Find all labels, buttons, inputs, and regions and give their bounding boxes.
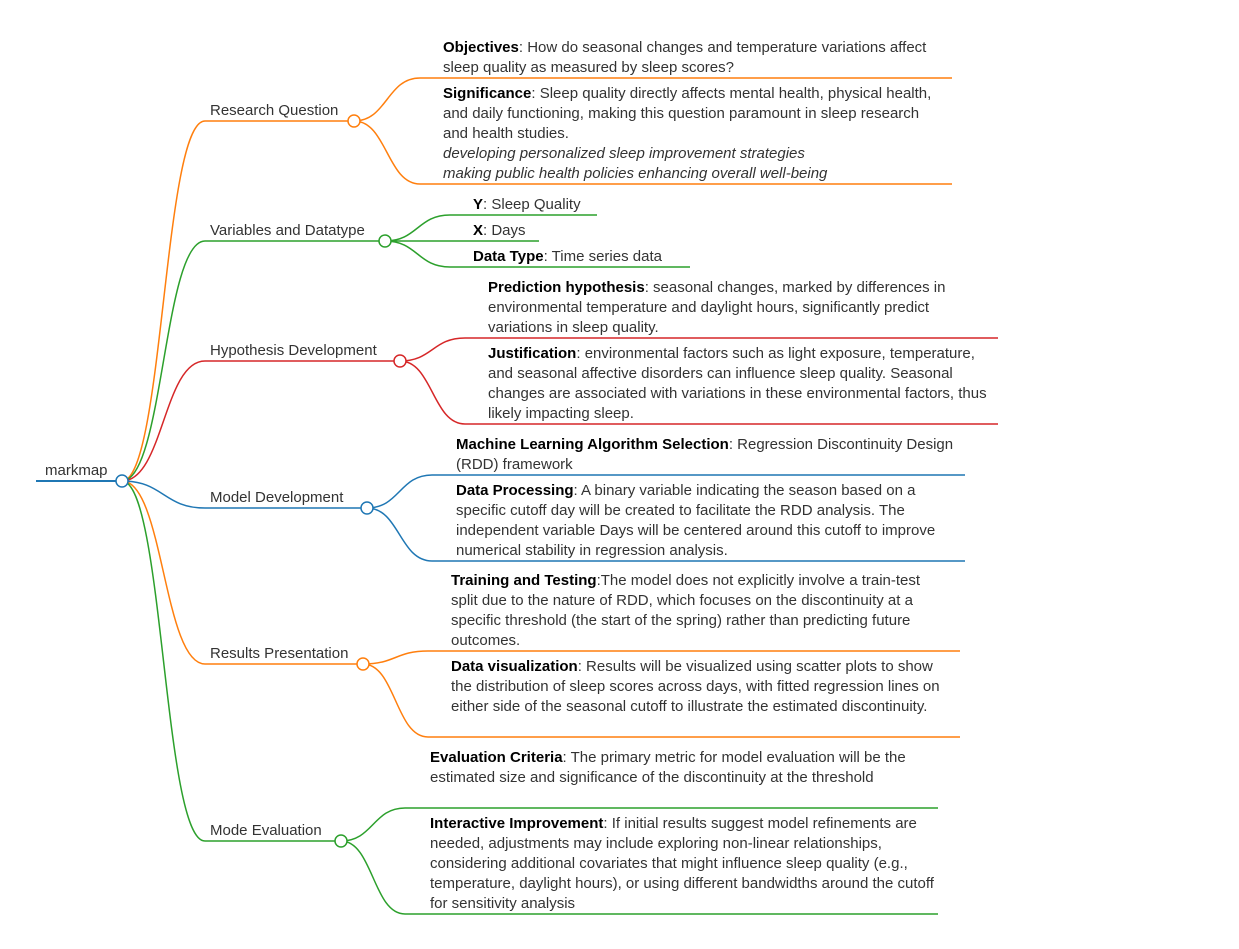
- leaf-node: Objectives: How do seasonal changes and …: [443, 38, 933, 78]
- leaf-link-2-1: [399, 360, 466, 425]
- leaf-link-0-0: [353, 77, 421, 122]
- root-label: markmap: [45, 462, 108, 479]
- leaf-italic-line: making public health policies enhancing …: [443, 165, 828, 182]
- leaf-text: : A binary variable indicating the seaso…: [456, 482, 936, 559]
- leaf-title: Objectives: [443, 39, 519, 56]
- branch-link-3: [121, 480, 206, 509]
- leaf-title: Evaluation Criteria: [430, 749, 563, 766]
- branch-label: Results Presentation: [210, 645, 349, 662]
- branch-label: Variables and Datatype: [210, 222, 365, 239]
- branch-label: Hypothesis Development: [210, 342, 377, 359]
- leaf-link-5-1: [340, 840, 406, 915]
- leaf-link-4-0: [362, 650, 429, 665]
- leaf-link-2-0: [399, 337, 466, 362]
- leaf-node: Training and Testing:The model does not …: [451, 571, 946, 651]
- leaf-text: : Sleep Quality: [483, 196, 581, 213]
- leaf-node: Data visualization: Results will be visu…: [451, 657, 946, 717]
- branch-link-1: [121, 240, 206, 482]
- branch-toggle-circle[interactable]: [393, 354, 407, 368]
- leaf-title: Data Processing: [456, 482, 574, 499]
- branch-link-0: [121, 120, 206, 482]
- leaf-title: Significance: [443, 85, 532, 102]
- leaf-title: Prediction hypothesis: [488, 279, 645, 296]
- leaf-node: X: Days: [473, 221, 673, 241]
- leaf-link-0-1: [353, 120, 421, 185]
- leaf-link-3-1: [366, 507, 433, 562]
- branch-link-5: [121, 480, 206, 842]
- leaf-link-5-0: [340, 807, 406, 842]
- leaf-text: : If initial results suggest model refin…: [430, 815, 934, 912]
- leaf-text: :The model does not explicitly involve a…: [451, 572, 921, 649]
- leaf-title: X: [473, 222, 484, 239]
- leaf-node: Justification: environmental factors suc…: [488, 344, 993, 424]
- leaf-title: Interactive Improvement: [430, 815, 604, 832]
- leaf-node: Interactive Improvement: If initial resu…: [430, 814, 935, 914]
- leaf-title: Training and Testing: [451, 572, 597, 589]
- leaf-link-1-2: [384, 240, 451, 268]
- branch-toggle-circle[interactable]: [360, 501, 374, 515]
- leaf-node: Evaluation Criteria: The primary metric …: [430, 748, 935, 788]
- branch-link-4: [121, 480, 206, 665]
- branch-label: Research Question: [210, 102, 339, 119]
- root-toggle-circle[interactable]: [115, 474, 129, 488]
- leaf-text: : The primary metric for model evaluatio…: [430, 749, 906, 786]
- leaf-italic-line: developing personalized sleep improvemen…: [443, 145, 805, 162]
- branch-label: Mode Evaluation: [210, 822, 322, 839]
- leaf-link-3-0: [366, 474, 433, 509]
- leaf-title: Data Type: [473, 248, 544, 265]
- branch-toggle-circle[interactable]: [334, 834, 348, 848]
- leaf-node: Machine Learning Algorithm Selection: Re…: [456, 435, 961, 475]
- branch-toggle-circle[interactable]: [347, 114, 361, 128]
- leaf-text: : seasonal changes, marked by difference…: [488, 279, 946, 336]
- leaf-text: : Results will be visualized using scatt…: [451, 658, 940, 715]
- leaf-title: Data visualization: [451, 658, 578, 675]
- leaf-node: Data Type: Time series data: [473, 247, 733, 267]
- branch-toggle-circle[interactable]: [378, 234, 392, 248]
- leaf-node: Data Processing: A binary variable indic…: [456, 481, 961, 561]
- leaf-text: : Regression Discontinuity Design (RDD) …: [456, 436, 954, 473]
- leaf-title: Machine Learning Algorithm Selection: [456, 436, 729, 453]
- leaf-title: Y: [473, 196, 484, 213]
- leaf-node: Prediction hypothesis: seasonal changes,…: [488, 278, 993, 338]
- leaf-text: : environmental factors such as light ex…: [488, 345, 987, 422]
- leaf-node: Y: Sleep Quality: [473, 195, 673, 215]
- branch-label: Model Development: [210, 489, 344, 506]
- branch-link-2: [121, 360, 206, 482]
- leaf-node: Significance: Sleep quality directly aff…: [443, 84, 933, 184]
- branch-toggle-circle[interactable]: [356, 657, 370, 671]
- leaf-text: : Time series data: [543, 248, 662, 265]
- leaf-link-4-1: [362, 663, 429, 738]
- leaf-text: : Sleep quality directly affects mental …: [443, 85, 932, 142]
- leaf-text: : How do seasonal changes and temperatur…: [443, 39, 927, 76]
- leaf-title: Justification: [488, 345, 577, 362]
- leaf-text: : Days: [483, 222, 526, 239]
- leaf-link-1-0: [384, 214, 451, 242]
